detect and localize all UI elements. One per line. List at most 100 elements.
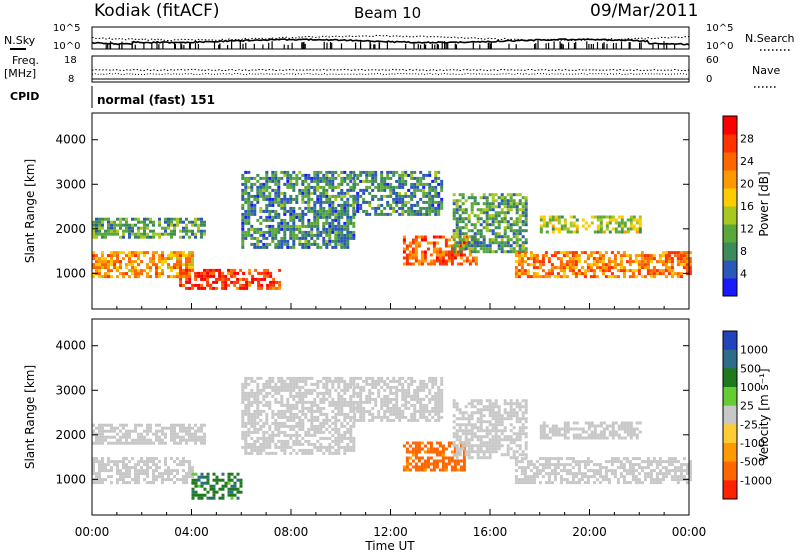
echo-cell-4 bbox=[389, 409, 393, 413]
echo-cell-0 bbox=[125, 463, 128, 467]
echo-cell-3 bbox=[250, 236, 254, 240]
echo-cell-6 bbox=[491, 232, 495, 236]
echo-cell-1 bbox=[257, 280, 261, 284]
echo-cell-7 bbox=[523, 478, 527, 482]
echo-cell-5 bbox=[462, 253, 466, 257]
echo-cell-3 bbox=[241, 188, 245, 192]
beam-label: Beam 10 bbox=[354, 4, 421, 22]
echo-cell-0 bbox=[116, 466, 119, 470]
echo-cell-8 bbox=[626, 421, 630, 425]
echo-cell-7 bbox=[604, 475, 608, 479]
echo-cell-1 bbox=[203, 475, 207, 479]
echo-cell-0 bbox=[146, 263, 149, 267]
echo-cell-8 bbox=[620, 215, 624, 219]
echo-cell-3 bbox=[322, 382, 326, 386]
echo-cell-3 bbox=[268, 230, 272, 234]
echo-cell-4 bbox=[392, 412, 396, 416]
echo-cell-3 bbox=[277, 215, 281, 219]
echo-cell-3 bbox=[271, 227, 275, 231]
echo-cell-6 bbox=[485, 217, 489, 221]
echo-cell-4 bbox=[389, 418, 393, 422]
echo-cell-4 bbox=[413, 397, 417, 401]
echo-cell-0 bbox=[143, 478, 146, 482]
echo-cell-3 bbox=[340, 188, 344, 192]
echo-cell-3 bbox=[310, 224, 314, 228]
echo-cell-0 bbox=[185, 254, 188, 258]
echo-cell-2 bbox=[182, 423, 185, 427]
echo-cell-2 bbox=[122, 426, 125, 430]
echo-cell-7 bbox=[652, 460, 656, 464]
echo-cell-6 bbox=[464, 223, 468, 227]
echo-cell-8 bbox=[608, 424, 612, 428]
echo-cell-3 bbox=[343, 400, 347, 404]
echo-cell-3 bbox=[277, 430, 281, 434]
echo-cell-0 bbox=[113, 463, 116, 467]
echo-cell-4 bbox=[422, 188, 426, 192]
echo-cell-7 bbox=[532, 260, 536, 264]
echo-cell-3 bbox=[313, 173, 317, 177]
echo-cell-2 bbox=[182, 229, 185, 233]
nsky-panel bbox=[91, 26, 690, 50]
echo-cell-6 bbox=[452, 435, 456, 439]
echo-cell-0 bbox=[113, 254, 116, 258]
echo-cell-6 bbox=[479, 429, 483, 433]
echo-cell-6 bbox=[461, 238, 465, 242]
echo-cell-0 bbox=[143, 251, 146, 255]
echo-cell-4 bbox=[359, 173, 363, 177]
echo-cell-2 bbox=[104, 229, 107, 233]
echo-cell-4 bbox=[413, 415, 417, 419]
echo-cell-3 bbox=[337, 433, 341, 437]
echo-cell-7 bbox=[589, 269, 593, 273]
echo-cell-6 bbox=[464, 429, 468, 433]
echo-cell-3 bbox=[265, 209, 269, 213]
echo-cell-7 bbox=[637, 457, 641, 461]
echo-cell-8 bbox=[611, 427, 615, 431]
echo-cell-5 bbox=[420, 447, 424, 451]
echo-cell-4 bbox=[362, 412, 366, 416]
echo-cell-5 bbox=[432, 459, 436, 463]
echo-cell-1 bbox=[230, 280, 234, 284]
echo-cell-7 bbox=[577, 466, 581, 470]
echo-cell-6 bbox=[479, 447, 483, 451]
echo-cell-3 bbox=[304, 415, 308, 419]
echo-cell-2 bbox=[104, 235, 107, 239]
echo-cell-4 bbox=[410, 415, 414, 419]
echo-cell-0 bbox=[185, 460, 188, 464]
nave-line bbox=[91, 72, 690, 76]
echo-cell-6 bbox=[482, 408, 486, 412]
echo-cell-4 bbox=[365, 212, 369, 216]
echo-cell-0 bbox=[131, 457, 134, 461]
echo-cell-4 bbox=[380, 179, 384, 183]
echo-cell-3 bbox=[349, 179, 353, 183]
echo-cell-6 bbox=[461, 432, 465, 436]
echo-cell-0 bbox=[158, 260, 161, 264]
echo-cell-3 bbox=[319, 233, 323, 237]
echo-cell-7 bbox=[634, 269, 638, 273]
echo-cell-7 bbox=[580, 266, 584, 270]
echo-cell-3 bbox=[286, 403, 290, 407]
echo-cell-1 bbox=[227, 283, 231, 287]
echo-cell-7 bbox=[565, 254, 569, 258]
echo-cell-7 bbox=[670, 269, 674, 273]
echo-cell-3 bbox=[244, 421, 248, 425]
echo-cell-2 bbox=[134, 217, 137, 221]
echo-cell-3 bbox=[301, 427, 305, 431]
echo-cell-7 bbox=[688, 466, 692, 470]
echo-cell-3 bbox=[256, 185, 260, 189]
echo-cell-3 bbox=[265, 203, 269, 207]
echo-cell-5 bbox=[414, 468, 418, 472]
echo-cell-2 bbox=[125, 435, 128, 439]
echo-cell-3 bbox=[271, 197, 275, 201]
echo-cell-3 bbox=[343, 209, 347, 213]
echo-cell-2 bbox=[101, 220, 104, 224]
echo-cell-2 bbox=[107, 229, 110, 233]
echo-cell-3 bbox=[307, 203, 311, 207]
echo-cell-7 bbox=[544, 472, 548, 476]
echo-cell-4 bbox=[389, 212, 393, 216]
echo-cell-8 bbox=[539, 427, 543, 431]
echo-cell-3 bbox=[277, 242, 281, 246]
echo-cell-3 bbox=[241, 236, 245, 240]
echo-cell-7 bbox=[514, 475, 518, 479]
echo-cell-4 bbox=[407, 382, 411, 386]
echo-cell-5 bbox=[462, 459, 466, 463]
